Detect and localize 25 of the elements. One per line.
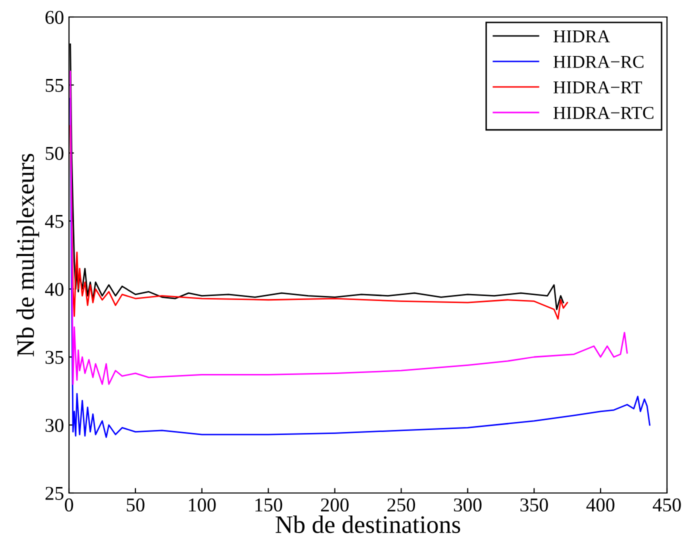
x-tick-label: 200 xyxy=(321,498,349,512)
x-tick-label: 50 xyxy=(126,498,144,512)
x-tick-label: 350 xyxy=(520,498,548,512)
x-tick-label: 100 xyxy=(189,498,216,512)
x-tick-label: 300 xyxy=(454,498,482,512)
y-tick-label: 25 xyxy=(46,486,64,500)
x-tick-label: 0 xyxy=(64,498,74,512)
x-tick-label: 150 xyxy=(255,498,282,512)
x-tick-label: 250 xyxy=(387,498,416,512)
y-tick-label: 30 xyxy=(46,418,64,432)
legend-label: HIDRA xyxy=(553,30,610,42)
legend-label: HIDRA−RTC xyxy=(553,106,654,119)
y-axis-title: Nb de multiplexeurs xyxy=(16,154,40,356)
y-tick-label: 55 xyxy=(46,79,64,92)
x-tick-label: 450 xyxy=(652,498,681,512)
y-tick-label: 60 xyxy=(46,10,64,24)
line-series xyxy=(70,125,568,320)
legend-label: HIDRA−RC xyxy=(553,56,644,68)
y-tick-label: 40 xyxy=(45,282,64,296)
x-tick-label: 400 xyxy=(586,498,614,512)
y-tick-label: 45 xyxy=(45,214,64,228)
legend-label: HIDRA−RT xyxy=(553,81,642,94)
x-axis-title: Nb de destinations xyxy=(276,515,460,534)
y-tick-label: 35 xyxy=(46,350,64,364)
y-tick-label: 50 xyxy=(46,146,64,160)
